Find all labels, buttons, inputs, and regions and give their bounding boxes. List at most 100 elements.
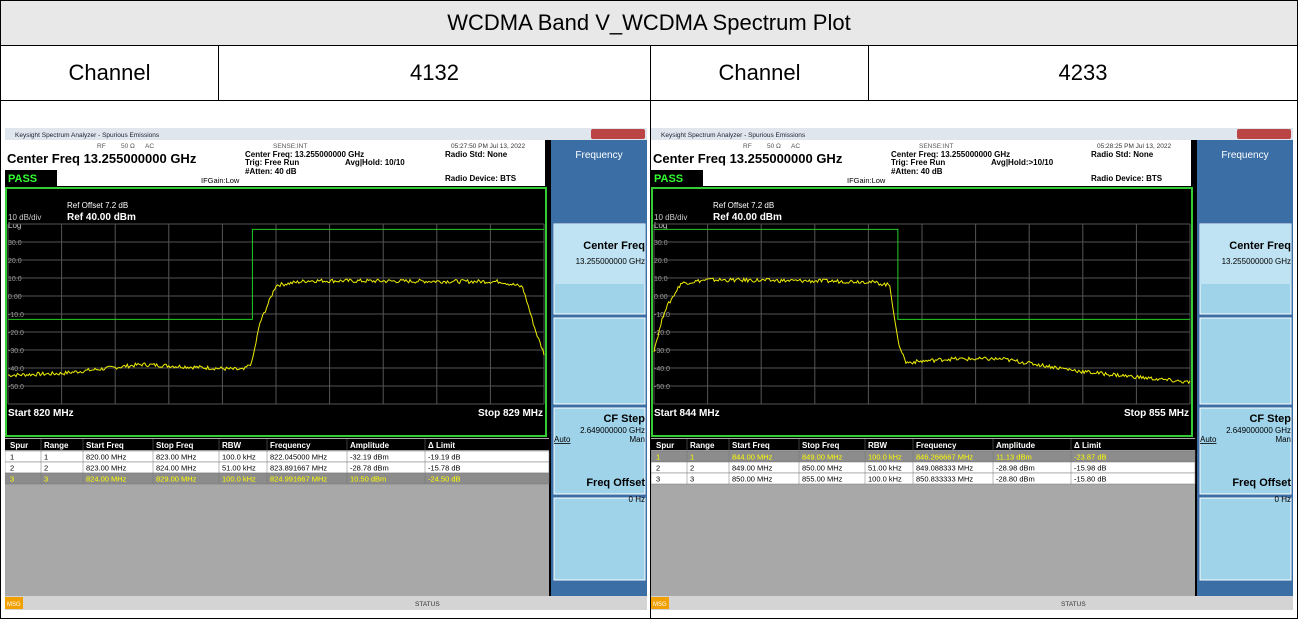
label: RBW (222, 441, 242, 450)
label: MSG (653, 602, 667, 608)
label: 823.891667 MHz (270, 464, 327, 473)
label: Radio Std: None (445, 150, 508, 159)
label: Center Freq (1229, 240, 1291, 252)
label: Amplitude (350, 441, 390, 450)
pass-box (651, 170, 703, 186)
softkey (553, 497, 646, 581)
label: PASS (654, 173, 683, 185)
label: 3 (656, 475, 660, 484)
title-bar (651, 128, 1293, 140)
label: 20.0 (654, 258, 668, 265)
window-buttons (591, 129, 645, 139)
softkey (1199, 407, 1292, 495)
label: RF (97, 143, 106, 150)
label: 2 (656, 464, 660, 473)
pass-box (5, 170, 57, 186)
label: Log (8, 221, 21, 230)
label: Frequency (575, 150, 622, 161)
label: 846.266667 MHz (916, 453, 973, 462)
status-row (5, 140, 545, 150)
label: Spur (656, 441, 674, 450)
label: 822.045000 MHz (270, 453, 327, 462)
label: -30.0 (654, 348, 670, 355)
label: Δ Limit (428, 441, 455, 450)
label: 1 (10, 453, 14, 462)
label: 2.649000000 GHz (580, 426, 645, 435)
label: Avg|Hold: 10/10 (345, 158, 405, 167)
label: STATUS (415, 601, 440, 608)
label: Frequency (916, 441, 957, 450)
softkey (553, 142, 645, 222)
label: Start Freq (732, 441, 770, 450)
label: 10 dB/div (654, 213, 687, 222)
label: Stop Freq (156, 441, 193, 450)
label: SENSE:INT (919, 143, 953, 150)
label: 100.0 kHz (222, 453, 256, 462)
label: Center Freq 13.255000000 GHz (653, 151, 843, 166)
softkey (553, 407, 646, 495)
label: 100.0 kHz (222, 475, 256, 484)
label: -23.87 dB (1074, 453, 1107, 462)
label: Start 844 MHz (654, 408, 720, 419)
label: CF Step (603, 413, 645, 425)
label: 3 (690, 475, 694, 484)
analyzer-screen: Keysight Spectrum Analyzer - Spurious Em… (5, 128, 647, 610)
label: AC (791, 143, 800, 150)
label: 844.00 MHz (732, 453, 773, 462)
label: -10.0 (654, 312, 670, 319)
label: -40.0 (8, 366, 24, 373)
label: IFGain:Low (201, 176, 240, 185)
label: 849.00 MHz (732, 464, 773, 473)
status-row (651, 140, 1191, 150)
label: Ref Offset 7.2 dB (713, 201, 774, 210)
label: 850.00 MHz (732, 475, 773, 484)
title-cell: WCDMA Band V_WCDMA Spectrum Plot (0, 0, 1298, 46)
label: 2 (44, 464, 48, 473)
label: Radio Device: BTS (445, 174, 517, 183)
msg-bar (651, 596, 1293, 610)
label: PASS (8, 173, 37, 185)
label: 855.00 MHz (802, 475, 843, 484)
label: Start 820 MHz (8, 408, 74, 419)
label: 849.088333 MHz (916, 464, 973, 473)
label: -30.0 (8, 348, 24, 355)
label: Range (44, 441, 69, 450)
limit-line (8, 228, 544, 320)
label: 10.0 (8, 276, 22, 283)
label: 50 Ω (767, 143, 781, 150)
channel-value: 4132 (410, 60, 459, 85)
label: 2.649000000 GHz (1226, 426, 1291, 435)
label: MSG (7, 602, 21, 608)
label: 824.00 MHz (86, 475, 127, 484)
label: 829.00 MHz (156, 475, 197, 484)
label: RF (743, 143, 752, 150)
table-row (651, 472, 1196, 485)
label: AC (145, 143, 154, 150)
label: 05:28:25 PM Jul 13, 2022 (1097, 143, 1171, 150)
label: Amplitude (996, 441, 1036, 450)
label: Center Freq: 13.255000000 GHz (891, 150, 1010, 159)
label: -28.80 dBm (996, 475, 1035, 484)
label: Log (654, 221, 667, 230)
softkey (1199, 497, 1292, 581)
label: Auto (554, 435, 571, 444)
label: 820.00 MHz (86, 453, 127, 462)
label: 51.00 kHz (868, 464, 902, 473)
label: 11.13 dBm (996, 453, 1032, 462)
label: 849.00 MHz (802, 453, 843, 462)
label: 1 (656, 453, 660, 462)
cell: Channel (650, 45, 869, 101)
label: Center Freq: 13.255000000 GHz (245, 150, 364, 159)
label: 0.00 (654, 294, 668, 301)
softkey (1199, 142, 1291, 222)
label: Stop Freq (802, 441, 839, 450)
label: -19.19 dB (428, 453, 461, 462)
label: -32.19 dBm (350, 453, 389, 462)
label: 823.00 MHz (156, 453, 197, 462)
label: #Atten: 40 dB (891, 167, 943, 176)
label: IFGain:Low (847, 176, 886, 185)
label: -28.78 dBm (350, 464, 389, 473)
window-buttons (1237, 129, 1291, 139)
softkey (1199, 317, 1292, 405)
label: 0.00 (8, 294, 22, 301)
